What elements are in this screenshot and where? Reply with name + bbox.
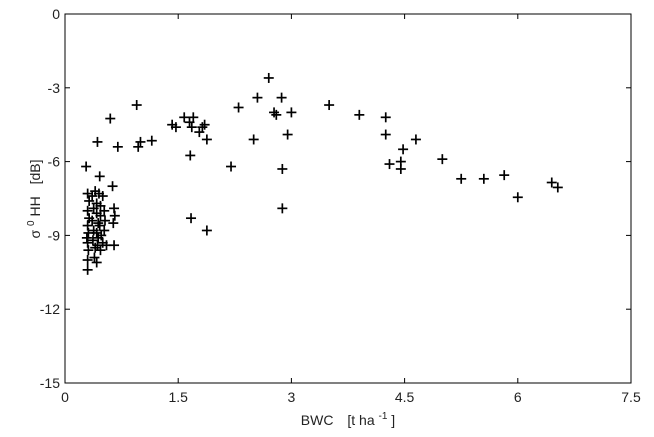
data-point (99, 215, 110, 226)
data-point (478, 173, 489, 184)
data-point (87, 215, 98, 226)
data-point (188, 112, 199, 123)
data-point (99, 225, 110, 236)
data-point (398, 144, 409, 155)
data-point (133, 141, 144, 152)
data-point (83, 245, 94, 256)
data-point (131, 100, 142, 111)
data-point (276, 92, 287, 103)
data-point (99, 205, 110, 216)
data-point (354, 109, 365, 120)
data-point (82, 255, 93, 265)
data-point (512, 192, 523, 203)
data-point (186, 213, 197, 224)
data-point (95, 245, 106, 256)
y-axis-label-rest: HH (27, 196, 43, 216)
data-point (233, 102, 244, 113)
data-point (185, 150, 196, 161)
data-point (199, 119, 210, 130)
data-point (135, 136, 146, 147)
data-point (380, 129, 391, 140)
data-point (324, 100, 335, 111)
x-axis-label-unit-prefix: [t ha (347, 412, 374, 428)
data-point (107, 181, 118, 192)
x-axis-label: BWC [t ha -1 ] (301, 406, 395, 428)
x-axis-label-unit-sup: -1 (379, 411, 388, 422)
x-axis-label-unit-suffix: ] (391, 412, 395, 428)
data-point (92, 136, 103, 147)
data-point (179, 112, 190, 123)
data-point (112, 141, 123, 152)
data-point (186, 122, 197, 133)
data-point (97, 191, 108, 202)
data-point (90, 242, 101, 253)
data-point (277, 163, 288, 174)
x-tick-label: 3 (288, 389, 296, 405)
data-point (269, 107, 280, 118)
data-point (93, 218, 104, 229)
data-point (286, 107, 297, 118)
data-point (395, 163, 406, 174)
data-point (91, 227, 102, 238)
y-tick-label: -15 (40, 375, 60, 391)
plot-frame (64, 13, 632, 384)
y-axis-label-sup: 0 (26, 220, 37, 226)
data-point (456, 173, 467, 184)
data-point (499, 170, 510, 181)
marker-layer (81, 72, 563, 275)
y-tick-label: 0 (52, 6, 60, 22)
data-point (146, 135, 157, 146)
data-point (108, 218, 119, 229)
y-tick-label: -9 (48, 227, 61, 243)
data-point (552, 182, 563, 193)
data-point (546, 177, 557, 188)
plot-area (65, 14, 631, 383)
x-axis-label-text: BWC (301, 412, 334, 428)
x-tick-label: 6 (514, 389, 522, 405)
x-tick-label: 1.5 (168, 389, 188, 405)
data-point (277, 203, 288, 214)
y-axis-label: σ 0 HH [dB] (21, 159, 43, 238)
data-point (109, 240, 120, 251)
data-point (94, 220, 105, 231)
data-point (380, 112, 391, 123)
data-point (263, 72, 274, 83)
data-point (271, 109, 282, 120)
data-point (82, 264, 93, 275)
data-point (94, 171, 105, 182)
y-tick-label: -6 (48, 154, 61, 170)
y-axis-label-symbol: σ (27, 230, 43, 239)
y-tick-label: -3 (48, 80, 61, 96)
data-point (170, 122, 181, 133)
data-point (410, 134, 421, 145)
y-axis-label-unit: [dB] (27, 159, 43, 184)
data-point (197, 122, 208, 133)
data-point (91, 257, 102, 268)
x-tick-label: 4.5 (395, 389, 415, 405)
tick-layer: 0 1.5 3 4.5 6 7.5 0 -3 -6 -9 -12 -15 (40, 6, 641, 405)
data-point (282, 129, 293, 140)
data-point (384, 159, 395, 170)
data-point (201, 225, 212, 236)
data-point (201, 134, 212, 145)
x-tick-label: 7.5 (621, 389, 641, 405)
x-tick-label: 0 (61, 389, 69, 405)
data-point (89, 252, 100, 263)
data-point (87, 235, 98, 246)
data-point (252, 92, 263, 103)
data-point (109, 210, 120, 221)
data-point (82, 205, 93, 216)
data-point (248, 134, 259, 145)
data-point (437, 154, 448, 165)
data-point (81, 161, 92, 172)
data-point (105, 113, 116, 124)
data-point (226, 161, 237, 172)
data-point (82, 188, 93, 199)
y-tick-label: -12 (40, 301, 60, 317)
